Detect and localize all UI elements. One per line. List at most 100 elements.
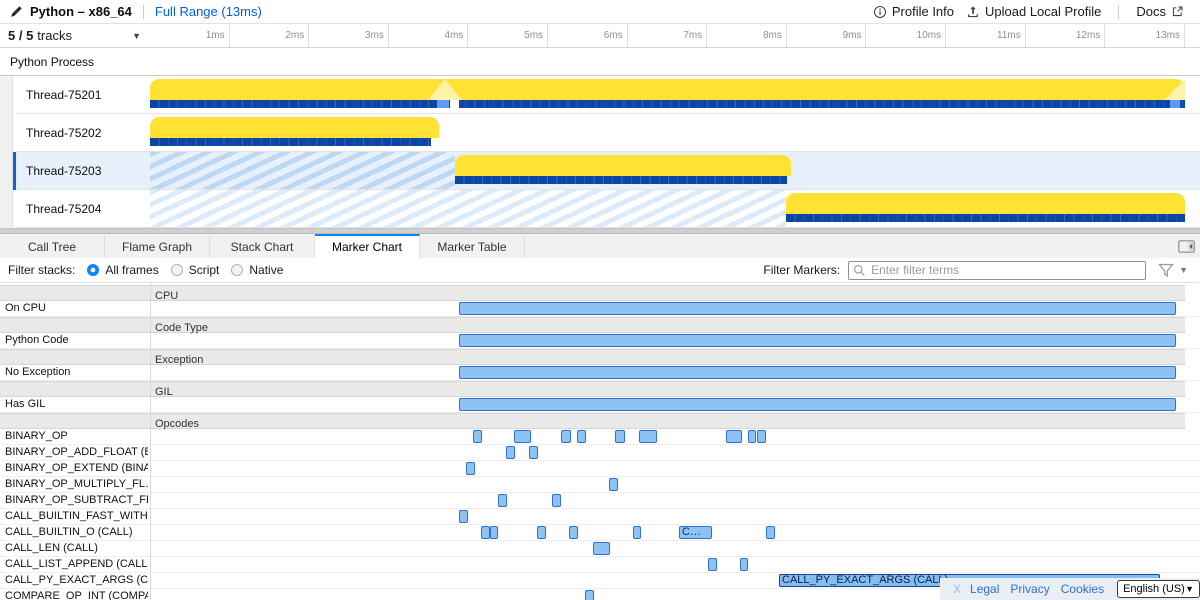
marker[interactable]	[466, 462, 475, 475]
filter-option-script[interactable]: Script	[170, 263, 219, 277]
track-label[interactable]: Thread-75203	[16, 152, 150, 190]
marker-group-label: Code Type	[155, 322, 209, 334]
filter-option-all-frames[interactable]: All frames	[87, 263, 159, 277]
marker[interactable]	[459, 510, 468, 523]
filter-markers-group: Filter Markers: ▼	[763, 260, 1192, 280]
tabbar-spacer	[525, 234, 1172, 258]
chevron-down-icon: ▼	[132, 31, 141, 41]
marker-row-label: BINARY_OP_ADD_FLOAT (B…	[5, 446, 148, 458]
track-grab-handle[interactable]	[0, 190, 13, 228]
track-row[interactable]: Thread-75201	[0, 76, 1200, 114]
sidebar-toggle-icon	[1177, 239, 1195, 253]
marker-row-label: BINARY_OP	[5, 430, 68, 442]
radio-label: All frames	[105, 263, 159, 277]
marker[interactable]	[633, 526, 641, 539]
marker[interactable]	[459, 398, 1176, 411]
tab-call-tree[interactable]: Call Tree	[0, 234, 105, 258]
tab-marker-table[interactable]: Marker Table	[420, 234, 525, 258]
open-sidebar-button[interactable]	[1172, 234, 1200, 258]
marker[interactable]	[740, 558, 748, 571]
tracks-visibility-button[interactable]: 5 / 5 tracks ▼	[8, 28, 141, 43]
process-header-row[interactable]: Python Process	[0, 48, 1200, 76]
marker[interactable]	[757, 430, 766, 443]
select-chevron-icon: ▼	[1185, 584, 1194, 594]
marker[interactable]	[726, 430, 742, 443]
marker[interactable]	[498, 494, 507, 507]
marker[interactable]	[561, 430, 571, 443]
consent-close-button[interactable]: X	[953, 582, 962, 596]
panel-splitter[interactable]	[0, 228, 1200, 234]
track-label[interactable]: Thread-75201	[16, 76, 150, 114]
marker-item-row: No Exception	[0, 365, 1200, 381]
marker[interactable]	[537, 526, 546, 539]
marker[interactable]	[569, 526, 578, 539]
language-select[interactable]: English (US) ▼	[1117, 580, 1200, 598]
ruler-tick: 9ms	[787, 24, 867, 47]
docs-button[interactable]: Docs	[1130, 4, 1190, 19]
ruler-tick: 5ms	[468, 24, 549, 47]
samples-bar-segment	[1170, 100, 1180, 108]
marker[interactable]	[552, 494, 561, 507]
marker-item-row: COMPARE_OP_INT (COMPA…	[0, 589, 1200, 600]
track-row[interactable]: Thread-75202	[0, 114, 1200, 152]
filter-dropdown-chevron[interactable]: ▼	[1179, 265, 1188, 275]
profile-info-button[interactable]: Profile Info	[867, 4, 960, 19]
marker-row-label: BINARY_OP_EXTEND (BINA…	[5, 462, 148, 474]
cpu-usage-graph	[786, 193, 1185, 214]
marker[interactable]	[459, 302, 1176, 315]
marker[interactable]	[490, 526, 498, 539]
marker[interactable]	[481, 526, 490, 539]
full-range-button[interactable]: Full Range (13ms)	[154, 4, 262, 19]
track-row[interactable]: Thread-75204	[0, 190, 1200, 228]
marker[interactable]	[514, 430, 531, 443]
edit-profile-name-icon[interactable]	[10, 5, 23, 18]
marker-item-row: BINARY_OP_EXTEND (BINA…	[0, 461, 1200, 477]
marker[interactable]: C…	[679, 526, 712, 539]
tab-marker-chart[interactable]: Marker Chart	[315, 234, 420, 258]
track-label[interactable]: Thread-75204	[16, 190, 150, 228]
marker[interactable]	[529, 446, 538, 459]
radio-icon	[170, 264, 183, 276]
consent-link-cookies[interactable]: Cookies	[1060, 582, 1105, 596]
track-row[interactable]: Thread-75203	[0, 152, 1200, 190]
samples-bar-segment	[450, 100, 459, 108]
idle-stripes	[150, 152, 455, 189]
marker[interactable]	[766, 526, 775, 539]
marker[interactable]	[708, 558, 717, 571]
tab-stack-chart[interactable]: Stack Chart	[210, 234, 315, 258]
marker[interactable]	[506, 446, 515, 459]
marker[interactable]	[615, 430, 625, 443]
track-label[interactable]: Thread-75202	[16, 114, 150, 152]
marker-row-label: Python Code	[5, 334, 69, 346]
filter-markers-input[interactable]	[848, 260, 1147, 280]
marker[interactable]	[585, 590, 594, 600]
ruler-tick: 2ms	[230, 24, 310, 47]
upload-profile-button[interactable]: Upload Local Profile	[960, 4, 1107, 19]
marker[interactable]	[609, 478, 618, 491]
tracks-count: 5 / 5	[8, 28, 34, 43]
marker[interactable]	[639, 430, 657, 443]
track-graph[interactable]	[150, 114, 1200, 152]
filter-option-native[interactable]: Native	[231, 263, 283, 277]
track-grab-handle[interactable]	[0, 114, 13, 152]
ruler-tick: 4ms	[389, 24, 469, 47]
track-grab-handle[interactable]	[0, 152, 13, 190]
track-grab-handle[interactable]	[0, 76, 13, 114]
consent-link-privacy[interactable]: Privacy	[1010, 582, 1050, 596]
marker-chart: CPU On CPU Code Type Python Code Exception No…	[0, 283, 1200, 600]
consent-link-legal[interactable]: Legal	[970, 582, 1000, 596]
filter-funnel-icon[interactable]	[1158, 263, 1174, 278]
track-graph[interactable]	[150, 190, 1200, 228]
track-graph[interactable]	[150, 76, 1200, 114]
marker[interactable]	[459, 366, 1176, 379]
radio-icon	[231, 264, 244, 276]
marker[interactable]	[577, 430, 586, 443]
tab-flame-graph[interactable]: Flame Graph	[105, 234, 210, 258]
marker[interactable]	[593, 542, 610, 555]
track-graph[interactable]	[150, 152, 1200, 190]
marker[interactable]	[459, 334, 1176, 347]
upload-icon	[966, 5, 980, 19]
marker[interactable]	[748, 430, 756, 443]
marker[interactable]	[473, 430, 482, 443]
